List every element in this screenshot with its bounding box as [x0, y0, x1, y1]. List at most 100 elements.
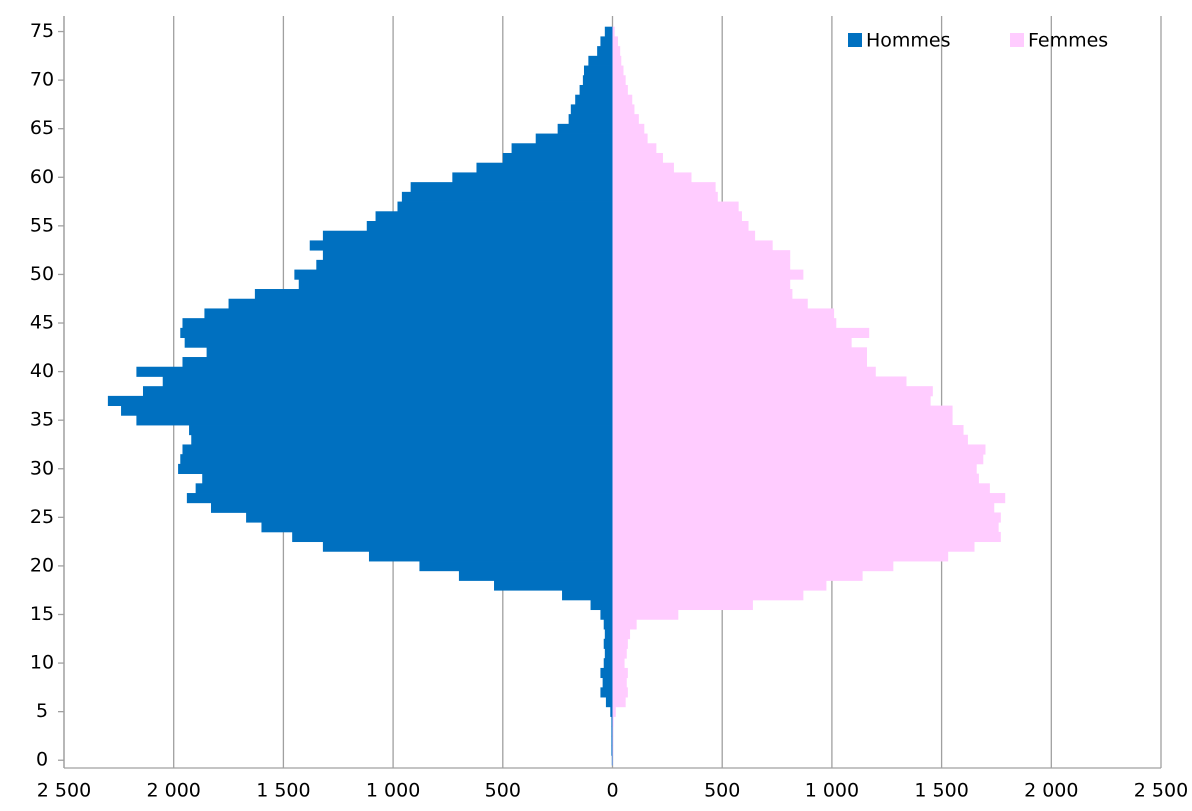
x-tick-label: 1 500: [914, 780, 968, 802]
bar: [613, 231, 756, 241]
y-tick-label: 55: [30, 214, 54, 236]
bar: [613, 240, 773, 250]
bar: [229, 299, 613, 309]
bar: [459, 571, 613, 581]
bar: [613, 580, 827, 590]
bar: [597, 46, 612, 56]
x-tick-label: 2 500: [1134, 780, 1188, 802]
bar: [613, 182, 716, 192]
bar: [613, 532, 1001, 542]
bar: [613, 522, 999, 532]
bar: [613, 454, 984, 464]
x-tick-label: 0: [606, 780, 618, 802]
legend-label: Femmes: [1028, 30, 1108, 52]
x-tick-label: 1 000: [366, 780, 420, 802]
bar: [613, 396, 931, 406]
bar: [605, 27, 613, 37]
bar: [613, 600, 753, 610]
bar: [411, 182, 613, 192]
bar: [613, 318, 837, 328]
bar: [202, 474, 612, 484]
bar: [613, 95, 633, 105]
bar: [185, 338, 613, 348]
bar: [580, 85, 613, 95]
bar: [613, 338, 852, 348]
bar: [397, 202, 612, 212]
bar: [613, 85, 628, 95]
bar: [613, 172, 692, 182]
y-tick-label: 15: [30, 603, 54, 625]
bar: [613, 250, 791, 260]
bar: [613, 444, 986, 454]
bar: [323, 250, 613, 260]
bar: [613, 493, 1006, 503]
bar: [613, 512, 1001, 522]
y-tick-label: 75: [30, 20, 54, 42]
bar: [613, 483, 990, 493]
bar: [143, 386, 613, 396]
y-tick-label: 70: [30, 69, 54, 91]
bar: [613, 46, 621, 56]
bar: [182, 444, 612, 454]
bar: [613, 308, 835, 318]
bar: [584, 66, 613, 76]
bar: [323, 542, 613, 552]
bar: [613, 114, 639, 124]
bar: [562, 590, 612, 600]
bar: [613, 717, 614, 727]
bar: [613, 328, 870, 338]
x-tick-label: 2 000: [1024, 780, 1078, 802]
y-tick-label: 0: [36, 749, 48, 771]
bar: [613, 668, 628, 678]
bar: [603, 678, 613, 688]
bar: [402, 192, 613, 202]
bar: [613, 658, 625, 668]
x-tick-label: 2 500: [37, 780, 91, 802]
bar: [246, 512, 612, 522]
bar: [191, 435, 612, 445]
bar: [613, 357, 868, 367]
bar: [204, 308, 612, 318]
bar: [600, 668, 612, 678]
bar: [512, 143, 613, 153]
bar: [613, 124, 645, 134]
bar: [613, 279, 791, 289]
bar: [163, 376, 613, 386]
bar: [611, 746, 612, 756]
bar: [613, 56, 622, 66]
bar: [604, 619, 613, 629]
bar: [600, 610, 612, 620]
bar: [613, 590, 804, 600]
bar: [571, 104, 613, 114]
bar: [613, 435, 968, 445]
bar: [613, 299, 808, 309]
bar: [613, 386, 933, 396]
bar: [299, 279, 613, 289]
bar: [452, 172, 612, 182]
bar: [613, 736, 614, 746]
bar: [613, 36, 618, 46]
y-tick-label: 30: [30, 457, 54, 479]
bar: [613, 163, 674, 173]
bar: [136, 415, 612, 425]
y-tick-label: 60: [30, 166, 54, 188]
y-tick-label: 25: [30, 506, 54, 528]
bar: [613, 687, 628, 697]
bar: [613, 104, 635, 114]
bar: [178, 464, 612, 474]
bar: [613, 678, 627, 688]
bar: [611, 717, 612, 727]
bar: [613, 202, 739, 212]
bar: [613, 347, 868, 357]
bar: [613, 551, 949, 561]
bar: [613, 629, 631, 639]
bar: [207, 347, 613, 357]
bar: [610, 707, 612, 717]
bar: [606, 697, 613, 707]
bar: [613, 134, 648, 144]
bar: [121, 406, 612, 416]
x-tick-label: 500: [485, 780, 521, 802]
bar: [613, 27, 615, 37]
y-tick-label: 10: [30, 652, 54, 674]
bar: [613, 639, 628, 649]
